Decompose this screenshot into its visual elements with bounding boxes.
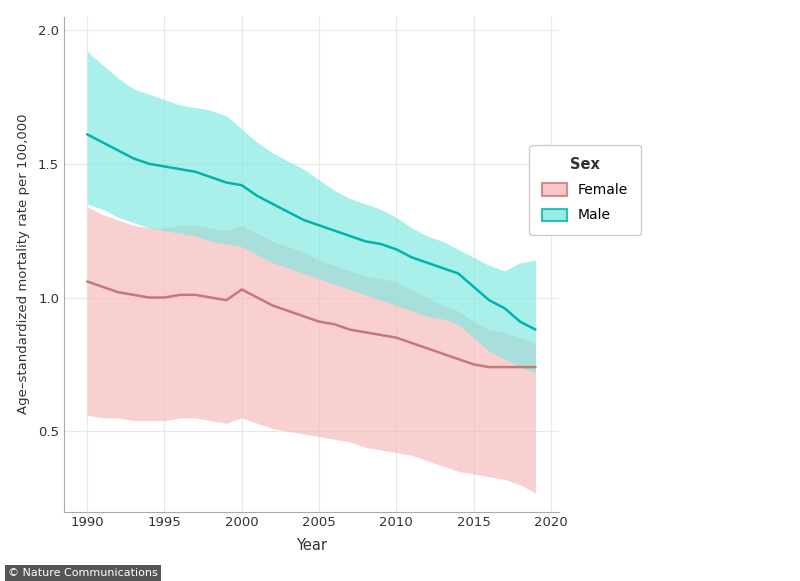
Text: © Nature Communications: © Nature Communications (8, 568, 158, 578)
X-axis label: Year: Year (296, 537, 327, 553)
Legend: Female, Male: Female, Male (530, 145, 641, 235)
Y-axis label: Age–standardized mortality rate per 100,000: Age–standardized mortality rate per 100,… (17, 114, 30, 414)
